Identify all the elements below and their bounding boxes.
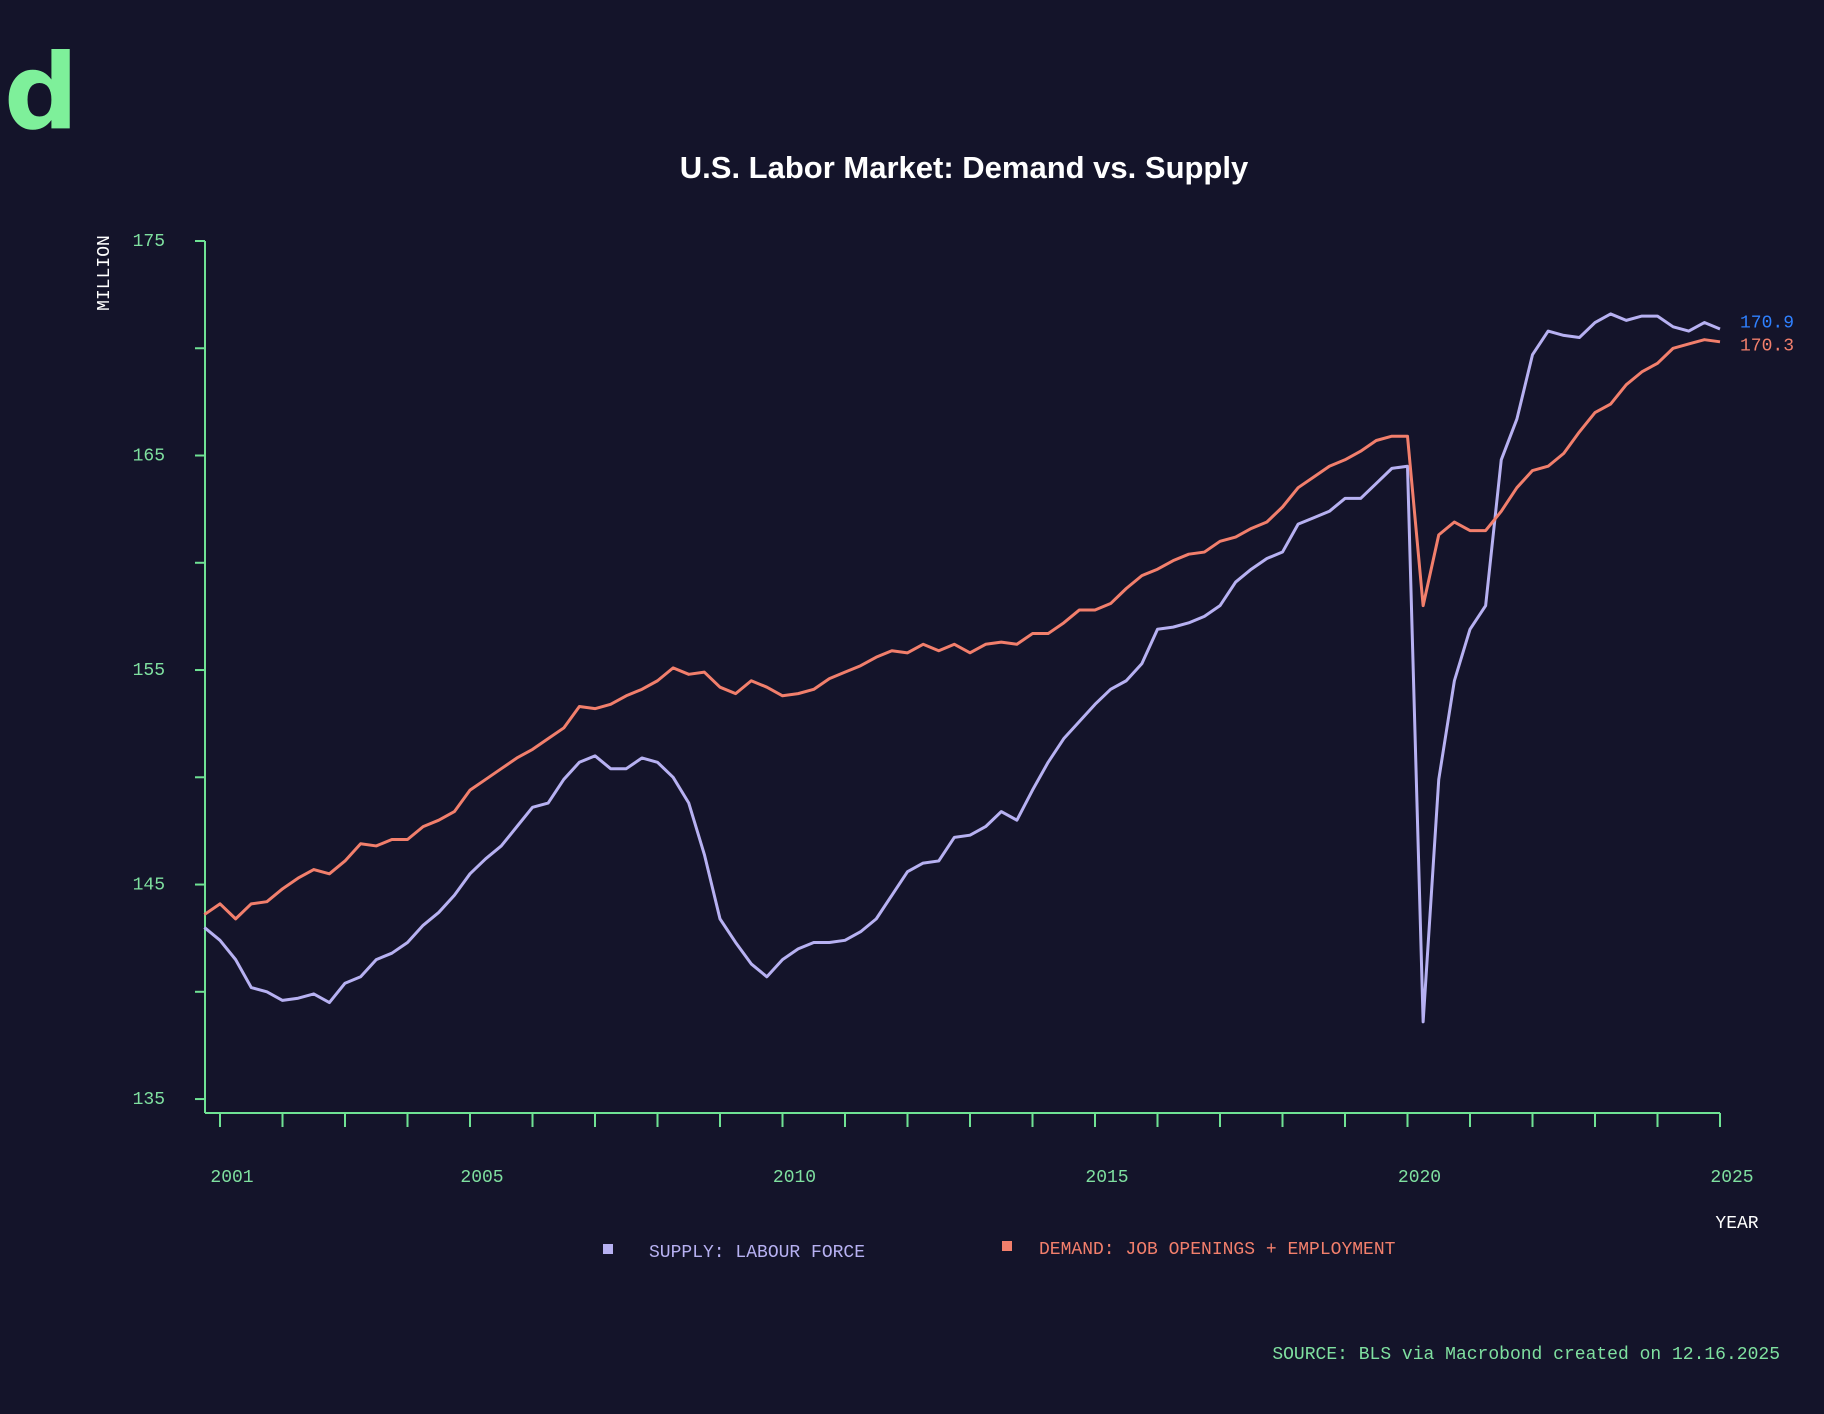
- legend-swatch: [1002, 1241, 1012, 1251]
- series-line: [203, 338, 1721, 921]
- x-tick-label: 2025: [1710, 1168, 1753, 1188]
- x-tick-label: 2005: [460, 1168, 503, 1188]
- end-value-label: 170.3: [1740, 337, 1794, 357]
- y-tick-label: 175: [133, 232, 165, 252]
- y-tick-label: 145: [133, 875, 165, 895]
- x-tick-label: 2020: [1398, 1168, 1441, 1188]
- x-tick-label: 2015: [1085, 1168, 1128, 1188]
- chart-title: U.S. Labor Market: Demand vs. Supply: [680, 150, 1249, 185]
- legend-label: SUPPLY: LABOUR FORCE: [649, 1243, 865, 1263]
- x-axis-label: YEAR: [1715, 1214, 1758, 1234]
- end-value-label: 170.9: [1740, 314, 1794, 334]
- y-tick-label: 165: [133, 446, 165, 466]
- y-tick-label: 135: [133, 1090, 165, 1110]
- y-axis-label: MILLION: [95, 235, 115, 311]
- x-tick-label: 2001: [210, 1168, 253, 1188]
- logo: d: [4, 31, 78, 153]
- series-line: [203, 312, 1721, 1024]
- legend-swatch: [603, 1244, 613, 1254]
- legend-label: DEMAND: JOB OPENINGS + EMPLOYMENT: [1039, 1240, 1396, 1260]
- x-tick-label: 2010: [773, 1168, 816, 1188]
- source-note: SOURCE: BLS via Macrobond created on 12.…: [1272, 1345, 1780, 1365]
- y-tick-label: 155: [133, 661, 165, 681]
